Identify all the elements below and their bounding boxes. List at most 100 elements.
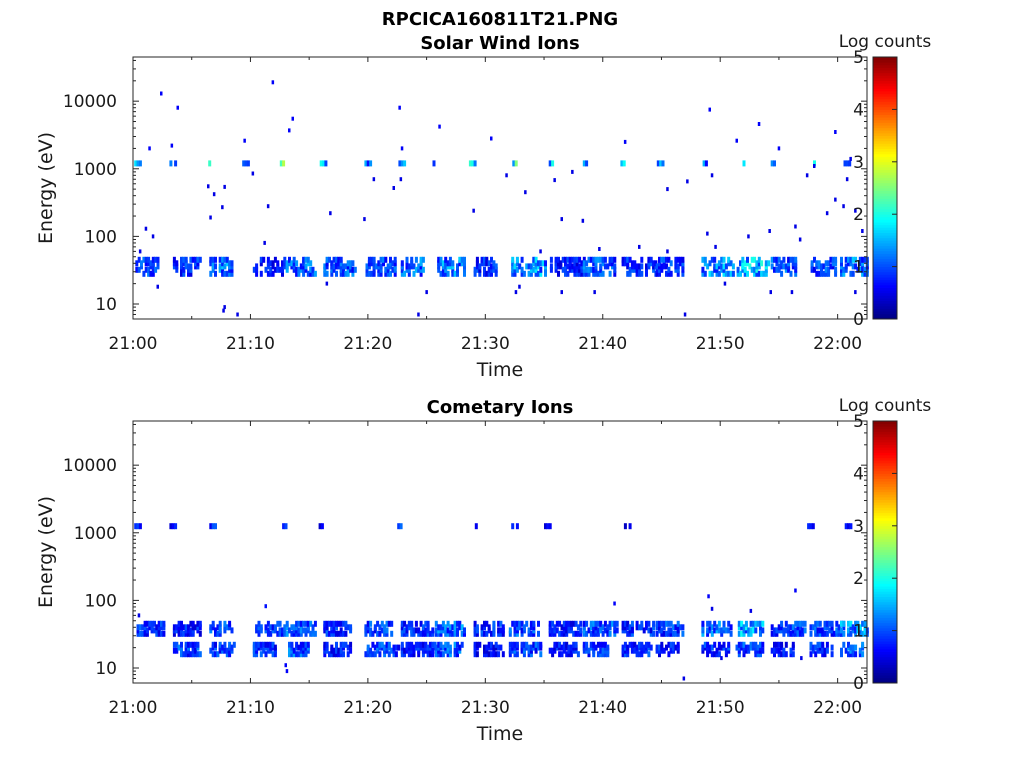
heatmap-cell (302, 647, 306, 654)
heatmap-cell (649, 630, 653, 637)
solar-wind-panel: Solar Wind Ions 21:00 21:10 21:20 21:30 21:4… (35, 32, 931, 381)
heatmap-cell (330, 644, 334, 651)
heatmap-cell (367, 260, 371, 267)
heatmap-cell (747, 644, 751, 651)
colorbar-step (873, 311, 897, 315)
heatmap-cell (544, 270, 547, 277)
colorbar-step (873, 625, 897, 629)
heatmap-cell (681, 263, 685, 270)
heatmap-cell (377, 263, 381, 270)
heatmap-cell (720, 656, 723, 661)
heatmap-cell (379, 266, 383, 273)
heatmap-cell (441, 260, 445, 267)
heatmap-cell (330, 260, 334, 267)
heatmap-cell (537, 270, 540, 277)
heatmap-cell (849, 260, 853, 267)
heatmap-cell (703, 260, 707, 267)
heatmap-cell (302, 260, 306, 267)
heatmap-cell (706, 231, 709, 236)
heatmap-cell (742, 160, 746, 167)
heatmap-cell (589, 256, 593, 263)
heatmap-cell (539, 651, 543, 658)
heatmap-cell (840, 256, 843, 263)
heatmap-cell (383, 627, 387, 634)
heatmap-cell (701, 627, 705, 634)
heatmap-cell (782, 263, 786, 270)
heatmap-cell (655, 270, 659, 277)
heatmap-cell (299, 651, 303, 658)
heatmap-cell (284, 663, 287, 668)
figure-title: RPCICA160811T21.PNG (382, 9, 618, 30)
heatmap-cell (369, 160, 373, 167)
heatmap-cell (211, 641, 215, 648)
heatmap-cell (780, 260, 784, 267)
heatmap-cell (407, 641, 411, 648)
colorbar-step (873, 313, 897, 317)
heatmap-cell (365, 266, 369, 273)
heatmap-cell (701, 256, 705, 263)
heatmap-cell (428, 630, 432, 637)
colorbar-step (873, 491, 897, 495)
heatmap-cell (403, 651, 407, 658)
heatmap-cell (608, 260, 612, 267)
heatmap-cell (784, 263, 788, 270)
heatmap-cell (635, 620, 639, 627)
heatmap-cell (544, 260, 547, 267)
heatmap-cell (512, 160, 516, 167)
heatmap-cell (851, 644, 855, 651)
heatmap-cell (302, 263, 306, 270)
heatmap-cell (243, 138, 246, 143)
heatmap-cell (419, 263, 423, 270)
heatmap-cell (446, 627, 450, 634)
heatmap-cell (613, 630, 617, 637)
heatmap-cell (378, 630, 382, 637)
colorbar-step (873, 91, 897, 95)
heatmap-cell (815, 270, 819, 277)
heatmap-cell (706, 647, 710, 654)
heatmap-cell (405, 624, 409, 631)
heatmap-cell (448, 256, 452, 263)
heatmap-cell (782, 256, 786, 263)
heatmap-cell (251, 171, 255, 176)
heatmap-cell (782, 651, 786, 658)
heatmap-cell (376, 641, 380, 648)
heatmap-cell (674, 256, 678, 263)
heatmap-cell (392, 644, 396, 651)
heatmap-cell (737, 630, 741, 637)
heatmap-cell (187, 651, 190, 658)
heatmap-cell (386, 263, 390, 270)
heatmap-cell (142, 256, 146, 263)
colorbar-step (873, 284, 897, 288)
heatmap-cell (773, 160, 776, 167)
heatmap-cell (259, 270, 263, 277)
colorbar-step (873, 572, 897, 576)
heatmap-cell (741, 256, 745, 263)
heatmap-cell (720, 256, 724, 263)
heatmap-cell (497, 627, 501, 634)
heatmap-cell (337, 647, 341, 654)
heatmap-cell (720, 266, 724, 273)
heatmap-cell (744, 647, 748, 654)
heatmap-cell (520, 620, 524, 627)
heatmap-cell (175, 624, 179, 631)
heatmap-cell (638, 624, 641, 631)
heatmap-cell (749, 608, 753, 613)
heatmap-cell (568, 266, 572, 273)
heatmap-cell (713, 620, 717, 627)
heatmap-cell (325, 256, 329, 263)
heatmap-cell (559, 260, 563, 267)
heatmap-cell (194, 260, 198, 267)
heatmap-cell (304, 630, 308, 637)
heatmap-cell (282, 523, 286, 530)
heatmap-cell (527, 651, 531, 658)
heatmap-cell (297, 627, 301, 634)
heatmap-cell (840, 263, 843, 270)
heatmap-cell (172, 260, 176, 267)
heatmap-cell (177, 624, 181, 631)
heatmap-cell (225, 270, 229, 277)
heatmap-cell (564, 266, 567, 273)
heatmap-cell (283, 627, 287, 634)
heatmap-cell (346, 651, 350, 658)
heatmap-cell (527, 630, 531, 637)
heatmap-cell (796, 620, 800, 627)
